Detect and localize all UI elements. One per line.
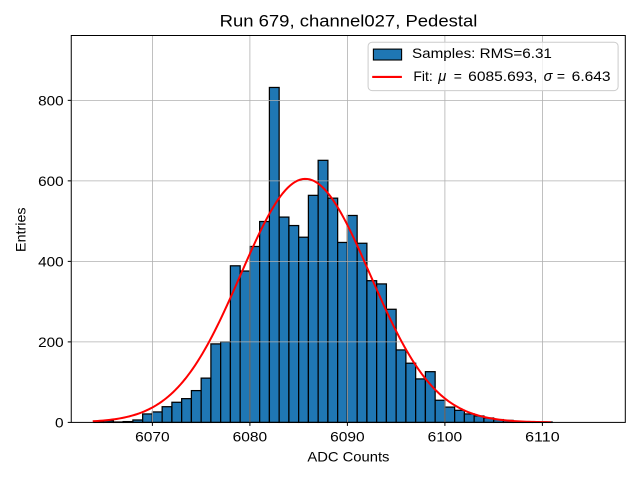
svg-text:Entries: Entries bbox=[12, 207, 28, 252]
svg-text:σ: σ bbox=[544, 69, 554, 85]
svg-text:6085.693,: 6085.693, bbox=[468, 68, 537, 84]
svg-text:6100: 6100 bbox=[428, 429, 463, 445]
svg-text:400: 400 bbox=[38, 253, 64, 269]
svg-text:6.643: 6.643 bbox=[572, 68, 611, 84]
svg-text:6070: 6070 bbox=[135, 429, 170, 445]
svg-text:Samples: RMS=6.31: Samples: RMS=6.31 bbox=[412, 45, 552, 61]
svg-text:800: 800 bbox=[38, 92, 64, 108]
svg-text:Fit:: Fit: bbox=[413, 68, 432, 84]
svg-text:6110: 6110 bbox=[525, 429, 560, 445]
svg-text:μ: μ bbox=[437, 69, 446, 85]
svg-text:0: 0 bbox=[55, 414, 64, 430]
svg-text:6080: 6080 bbox=[233, 429, 268, 445]
svg-text:=: = bbox=[454, 68, 462, 84]
svg-text:200: 200 bbox=[38, 334, 64, 350]
svg-text:Run 679, channel027, Pedestal: Run 679, channel027, Pedestal bbox=[220, 12, 478, 31]
svg-text:600: 600 bbox=[38, 173, 64, 189]
svg-text:=: = bbox=[557, 68, 565, 84]
svg-text:6090: 6090 bbox=[330, 429, 365, 445]
svg-text:ADC Counts: ADC Counts bbox=[307, 449, 389, 465]
